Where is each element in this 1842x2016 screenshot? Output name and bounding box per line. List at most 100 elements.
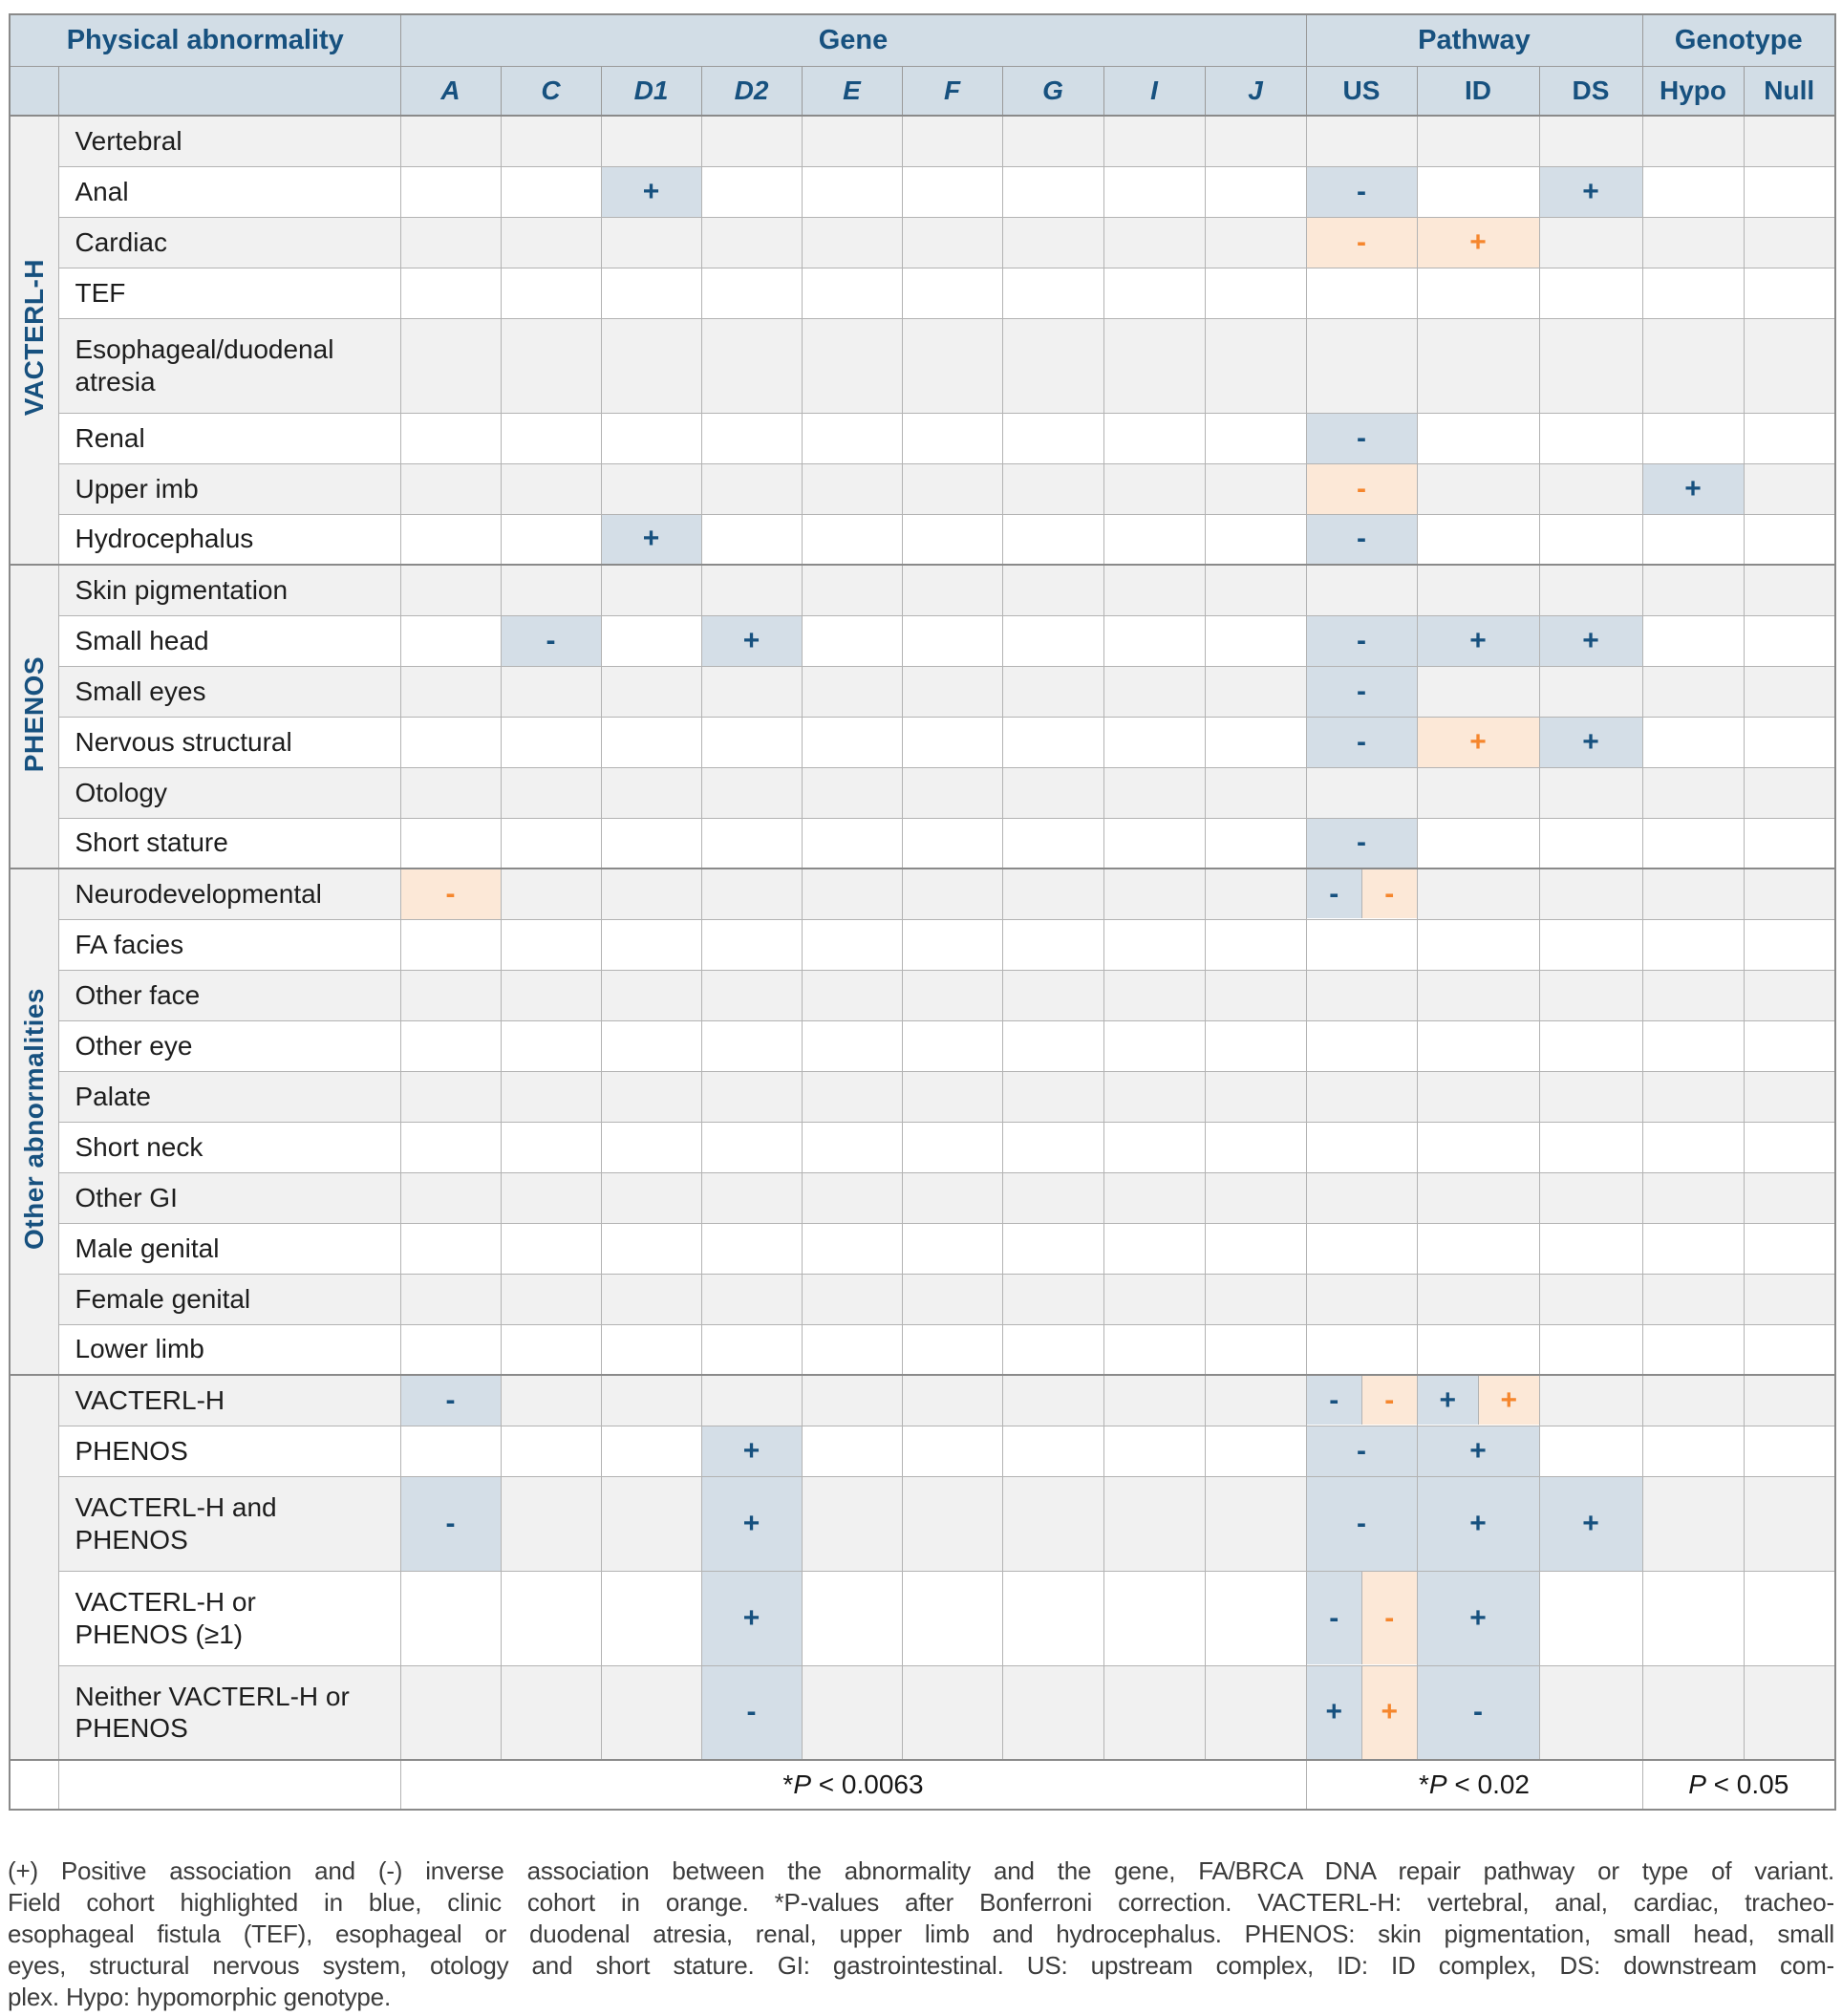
row-label: Other face [57,969,401,1021]
mark-cell [901,216,1003,268]
table-row: Palate [10,1070,1836,1123]
mark-cell [1305,564,1418,616]
mark-cell [500,1273,602,1325]
mark-cell [1538,317,1643,414]
table-row: Cardiac - + [10,216,1836,268]
genotype-header: Genotype [1641,13,1836,67]
mark-cell [1001,513,1104,566]
mark-plus: + [1416,614,1540,667]
group-label-text: VACTERL-H [18,259,49,417]
table-row: Short stature - [10,817,1836,869]
mark-cell [700,1222,803,1275]
mark-cell [600,564,702,616]
mark-plus: + [600,513,702,566]
mark-cell [901,1475,1003,1572]
mark-cell [1416,1222,1540,1275]
mark-cell [700,462,803,515]
mark-cell [1416,564,1540,616]
mark-cell [1103,216,1206,268]
mark-cell [700,412,803,464]
mark-plus: + [700,614,803,667]
mark-cell [801,216,903,268]
mark-cell [1641,969,1745,1021]
mark-cell [1743,1273,1836,1325]
table-row: Other face [10,969,1836,1021]
mark-cell [1001,1425,1104,1477]
mark-cell [1416,868,1540,920]
footer-row: *P < 0.0063 *P < 0.02 P < 0.05 [9,1759,1836,1811]
mark-cell [1001,918,1104,971]
mark-cell [399,1273,502,1325]
mark-cell [399,1171,502,1224]
col-header-Null: Null [1743,65,1836,117]
mark-cell-split: + + [1305,1664,1418,1761]
mark-cell [1103,969,1206,1021]
mark-cell [1641,1664,1745,1761]
mark-cell [1538,665,1643,718]
mark-cell [1538,216,1643,268]
mark-cell [1103,1374,1206,1426]
mark-cell [1743,969,1836,1021]
mark-cell [600,1475,702,1572]
mark-cell [1204,614,1307,667]
mark-cell [1204,1171,1307,1224]
mark-cell [500,766,602,819]
footer-spacer [9,1759,59,1811]
row-label: VACTERL-H [57,1374,401,1426]
mark-cell [600,1121,702,1173]
row-label: Male genital [57,1222,401,1275]
table-row: Otology [10,766,1836,819]
table-row: Small head - + - + + [10,614,1836,667]
mark-cell [1743,1323,1836,1376]
mark-cell [1416,1171,1540,1224]
mark-cell [1416,513,1540,566]
table-row: PHENOS Skin pigmentation [9,564,1836,869]
mark-cell [801,766,903,819]
mark-cell [1538,1019,1643,1072]
table-row: VACTERL-H or PHENOS (≥1) + - - + [10,1570,1836,1666]
mark-cell [1305,1222,1418,1275]
mark-cell [1641,1374,1745,1426]
mark-cell [399,614,502,667]
mark-plus: + [1306,1665,1361,1759]
caption-line: esophageal fistula (TEF), esophageal or … [8,1919,1834,1948]
row-label: Other eye [57,1019,401,1072]
mark-cell [399,1425,502,1477]
mark-minus: - [500,614,602,667]
mark-cell [1538,969,1643,1021]
caption-line: Field cohort highlighted in blue, clinic… [8,1888,1834,1917]
mark-minus: - [399,1475,502,1572]
mark-cell [399,115,502,167]
row-label: PHENOS [57,1425,401,1477]
mark-cell [1743,614,1836,667]
mark-cell [1538,267,1643,319]
mark-cell [1743,1664,1836,1761]
association-table-wrap: Physical abnormality Gene Pathway Genotype A… [9,13,1836,1811]
mark-cell [801,817,903,869]
mark-cell [1416,115,1540,167]
mark-cell [901,1570,1003,1666]
col-header-DS: DS [1538,65,1643,117]
mark-cell [1103,1475,1206,1572]
mark-cell [1305,267,1418,319]
mark-cell [1641,1475,1745,1572]
mark-cell [500,868,602,920]
mark-cell [1641,317,1745,414]
mark-minus: - [399,868,502,920]
mark-cell [1743,766,1836,819]
mark-cell [1305,1323,1418,1376]
group-label: VACTERL-H [9,115,59,566]
mark-cell [1001,1475,1104,1572]
mark-cell [1416,1121,1540,1173]
mark-minus: - [1361,1376,1417,1426]
mark-cell [1204,1323,1307,1376]
table-row: Short neck [10,1121,1836,1173]
mark-cell [1743,716,1836,768]
mark-cell [700,1273,803,1325]
row-label: Small head [57,614,401,667]
mark-cell [700,216,803,268]
mark-cell [600,216,702,268]
mark-cell [1743,1425,1836,1477]
mark-cell [801,969,903,1021]
mark-cell [600,969,702,1021]
